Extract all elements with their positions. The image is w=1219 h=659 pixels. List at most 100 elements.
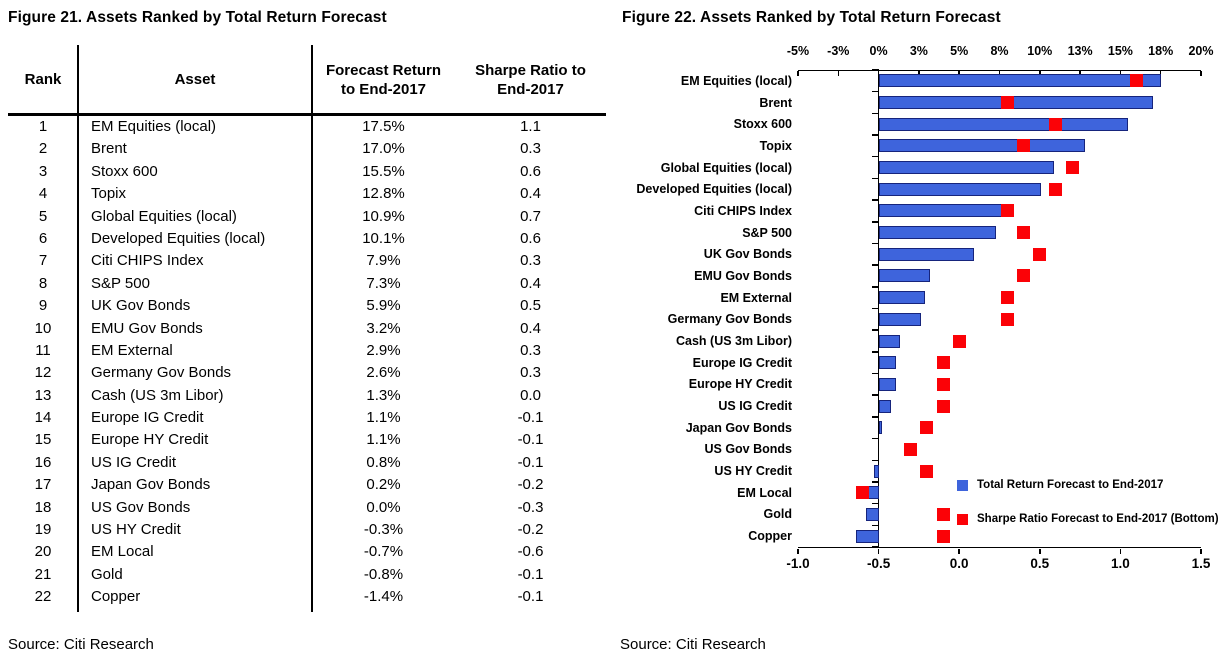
figure22-title: Figure 22. Assets Ranked by Total Return… [622, 9, 1001, 26]
category-axis-tick [871, 437, 879, 440]
table-row: 20 EM Local -0.7% -0.6 [8, 541, 606, 563]
table-row: 9 UK Gov Bonds 5.9% 0.5 [8, 295, 606, 317]
cell-asset: Brent [91, 140, 127, 158]
return-bar [878, 247, 974, 261]
table-row: 2 Brent 17.0% 0.3 [8, 138, 606, 160]
table-row: 11 EM External 2.9% 0.3 [8, 340, 606, 362]
return-bar [873, 464, 879, 478]
cell-asset: Germany Gov Bonds [91, 364, 232, 382]
sharpe-marker [936, 399, 950, 413]
cell-forecast-return: 5.9% [366, 297, 401, 315]
cell-rank: 2 [38, 140, 48, 158]
table-row: 22 Copper -1.4% -0.1 [8, 586, 606, 608]
table-row: 16 US IG Credit 0.8% -0.1 [8, 452, 606, 474]
category-axis-tick [871, 112, 879, 115]
category-label: Developed Equities (local) [636, 182, 792, 197]
category-axis-tick [871, 286, 879, 288]
sharpe-marker [1017, 269, 1031, 283]
top-axis-tick-label: 13% [1067, 44, 1093, 58]
category-label: Global Equities (local) [660, 160, 792, 175]
table-row: 3 Stoxx 600 15.5% 0.6 [8, 161, 606, 183]
sharpe-marker [1049, 182, 1063, 196]
cell-forecast-return: 0.2% [366, 476, 401, 494]
category-axis-tick [871, 502, 879, 505]
cell-asset: Citi CHIPS Index [91, 252, 204, 270]
column-header-sharpe-ratio-line2: End-2017 [497, 80, 564, 98]
cell-forecast-return: 12.8% [362, 185, 405, 203]
category-axis-tick [871, 177, 879, 180]
sharpe-marker [855, 486, 869, 500]
bottom-axis-tick [877, 548, 880, 554]
cell-rank: 18 [34, 498, 52, 516]
top-axis-tick [998, 71, 1001, 76]
legend-label-total-return: Total Return Forecast to End-2017 [977, 479, 1164, 491]
bottom-axis-tick-label: -0.5 [866, 556, 891, 571]
cell-forecast-return: 7.3% [366, 274, 401, 292]
sharpe-marker [1065, 161, 1079, 175]
column-header-forecast-return: Forecast Return to End-2017 [312, 45, 455, 114]
cell-asset: Copper [91, 588, 141, 606]
cell-forecast-return: 17.5% [362, 118, 405, 135]
category-label: Europe IG Credit [692, 355, 792, 370]
cell-asset: US HY Credit [91, 521, 181, 539]
cell-rank: 7 [38, 252, 48, 270]
column-header-asset: Asset [174, 71, 216, 88]
column-header-sharpe-ratio-line1: Sharpe Ratio to [475, 61, 586, 79]
table-row: 12 Germany Gov Bonds 2.6% 0.3 [8, 362, 606, 384]
table-row: 13 Cash (US 3m Libor) 1.3% 0.0 [8, 385, 606, 407]
cell-forecast-return: 10.1% [362, 229, 405, 247]
cell-rank: 6 [38, 229, 48, 247]
cell-rank: 21 [34, 565, 52, 583]
return-bar [867, 486, 879, 500]
cell-forecast-return: 1.1% [366, 431, 401, 449]
return-bar [878, 96, 1153, 110]
top-axis-tick [1119, 71, 1122, 76]
category-label: UK Gov Bonds [703, 247, 792, 262]
sharpe-marker [1001, 291, 1015, 305]
cell-sharpe-ratio: 0.4 [520, 319, 541, 337]
cell-forecast-return: 17.0% [362, 140, 405, 158]
legend-item-sharpe-ratio: Sharpe Ratio Forecast to End-2017 (Botto… [957, 513, 1219, 525]
category-axis-tick [871, 524, 879, 527]
category-axis-tick [871, 221, 879, 223]
cell-sharpe-ratio: 0.3 [520, 341, 541, 359]
category-label: US Gov Bonds [704, 442, 792, 457]
cell-asset: US IG Credit [91, 453, 177, 471]
return-bar [878, 182, 1042, 196]
cell-sharpe-ratio: -0.6 [517, 543, 544, 561]
cell-sharpe-ratio: -0.2 [517, 521, 544, 539]
cell-sharpe-ratio: 0.3 [520, 364, 541, 382]
table-row: 1 EM Equities (local) 17.5% 1.1 [8, 116, 606, 138]
cell-forecast-return: 2.6% [366, 364, 401, 382]
table-row: 6 Developed Equities (local) 10.1% 0.6 [8, 228, 606, 250]
return-bar [878, 312, 921, 326]
category-label: Europe HY Credit [688, 377, 792, 392]
cell-sharpe-ratio: 0.4 [520, 185, 541, 203]
top-axis-tick-label: 15% [1107, 44, 1133, 58]
category-label: Cash (US 3m Libor) [676, 334, 792, 349]
cell-sharpe-ratio: -0.1 [517, 431, 544, 449]
column-header-forecast-return-line2: to End-2017 [340, 80, 427, 98]
cell-asset: S&P 500 [91, 274, 150, 292]
table-divider-rank-asset [77, 45, 79, 612]
category-axis-tick [871, 459, 879, 462]
sharpe-marker [1017, 139, 1031, 153]
table-header-rule [8, 113, 606, 116]
cell-forecast-return: 7.9% [366, 252, 401, 270]
category-label: US IG Credit [718, 399, 792, 414]
return-bar [878, 226, 997, 240]
category-label: Gold [763, 507, 792, 522]
cell-asset: US Gov Bonds [91, 498, 191, 516]
top-axis-line [798, 70, 1201, 71]
return-bar [878, 204, 1006, 218]
return-bar [878, 356, 897, 370]
cell-forecast-return: 2.9% [366, 341, 401, 359]
cell-asset: Cash (US 3m Libor) [91, 386, 224, 404]
cell-sharpe-ratio: 0.3 [520, 140, 541, 158]
return-bar [865, 507, 879, 521]
cell-asset: UK Gov Bonds [91, 297, 191, 315]
cell-rank: 8 [38, 274, 48, 292]
cell-sharpe-ratio: -0.1 [517, 453, 544, 471]
table-row: 10 EMU Gov Bonds 3.2% 0.4 [8, 318, 606, 340]
sharpe-marker [1001, 96, 1015, 110]
